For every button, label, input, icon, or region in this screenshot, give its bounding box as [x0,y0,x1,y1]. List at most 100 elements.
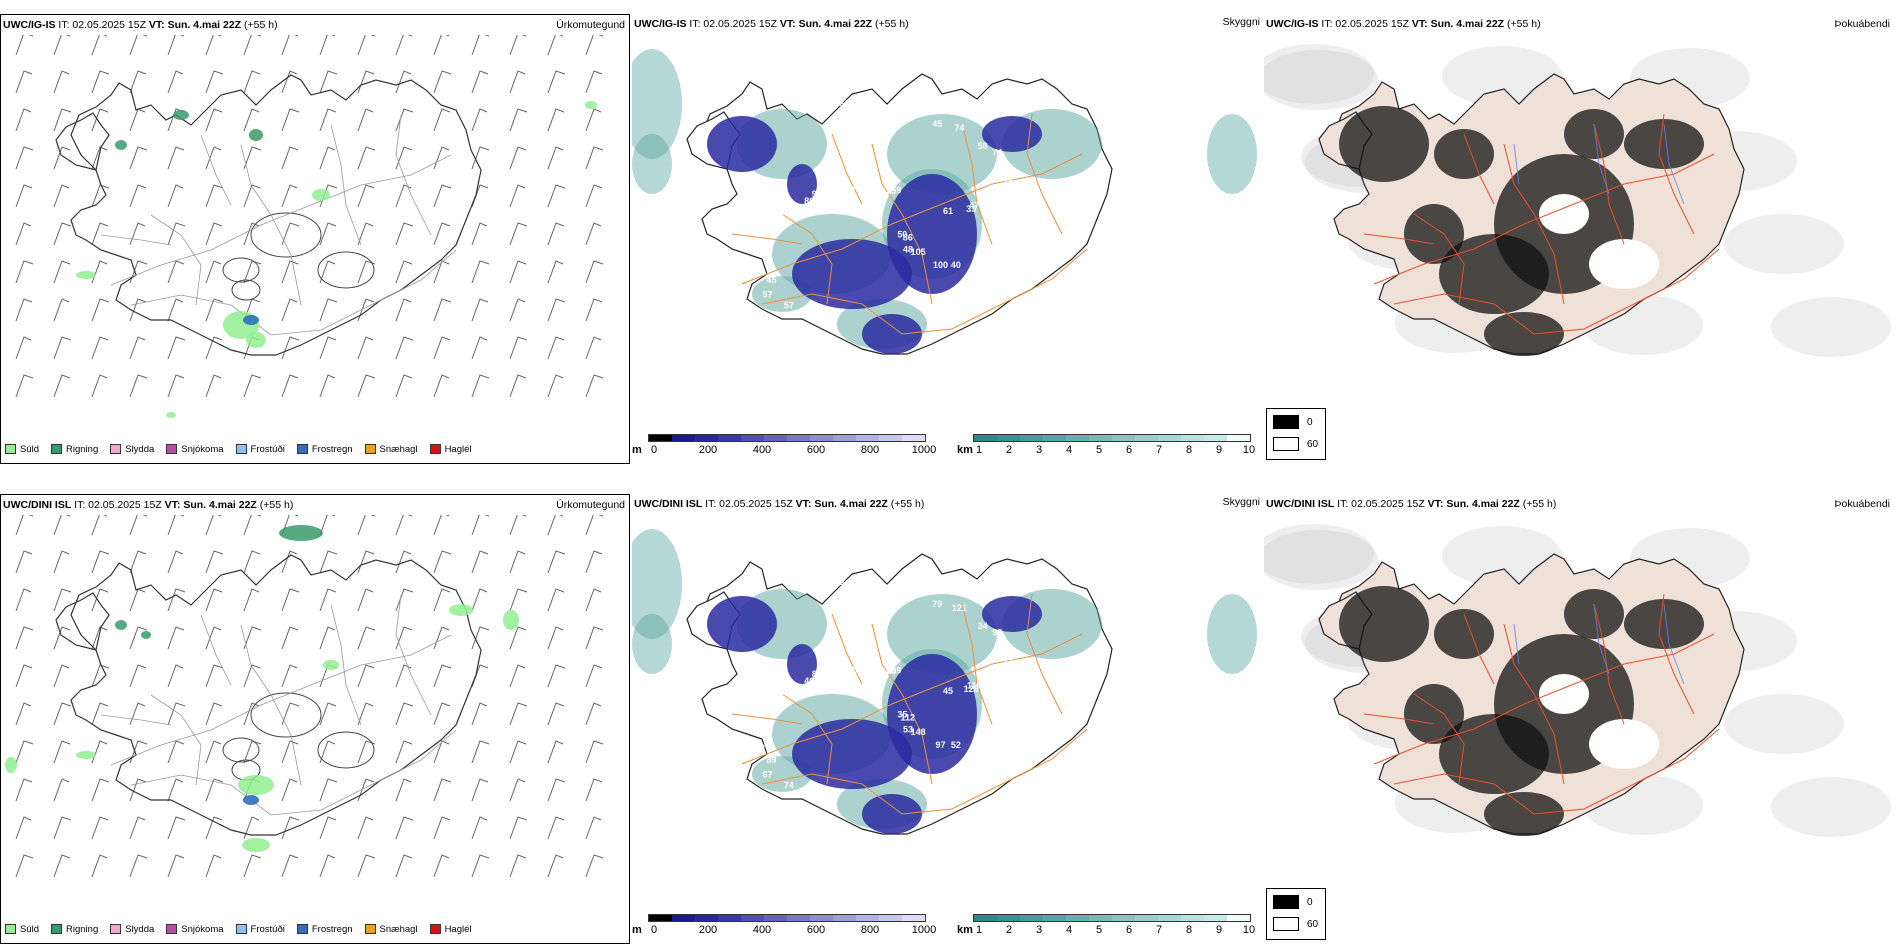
scale-segment [856,915,879,921]
scale-tick: 800 [860,444,880,456]
road-network [731,593,1088,815]
visibility-value: 92 [780,680,790,690]
scale-tick: 800 [860,924,880,936]
visibility-value: 82 [775,689,785,699]
road-network [1363,113,1720,335]
precip-map [1,515,629,915]
scale-unit: m [632,924,642,936]
panel-title: UWC/IG-IS IT: 02.05.2025 15Z VT: Sun. 4.… [3,19,278,31]
legend-item: Rigning [51,444,98,455]
fog-swatch-black [1273,415,1299,429]
scale-tick: 9 [1215,444,1223,456]
visibility-value: 60 [839,98,849,108]
fog-legend-row: 60 [1273,437,1318,451]
scale-segment [1020,915,1043,921]
scale-segment [1204,915,1227,921]
iceland-outline [55,554,482,836]
scale-tick: 4 [1065,444,1073,456]
field-shading [1539,194,1659,289]
visibility-value: 45 [766,275,776,285]
scale-tick: 5 [1095,924,1103,936]
scale-segment [1227,915,1250,921]
visibility-value: 86 [804,196,814,206]
visibility-value: 38 [1135,716,1145,726]
legend-swatch [5,444,16,454]
scale-tick: 7 [1155,444,1163,456]
wind-barbs [15,35,604,398]
scale-bar [973,434,1251,442]
scale-segment [1112,915,1135,921]
scale-tick: 1000 [911,444,937,456]
visibility-value: 192 [750,743,765,753]
glacier-outlines [222,212,375,301]
iceland-visibility-map: 45 89 79 61 46 54 112 65 68 37 34 52 105 116 74 84 47 82 6… [632,529,1257,835]
visibility-value: 84 [891,586,901,596]
scale-tick: 1 [975,924,983,936]
fog-legend: 0 60 [1266,888,1326,940]
visibility-value: 65 [754,228,764,238]
legend-item: Frostúði [235,924,285,935]
scale-segment [764,915,787,921]
visibility-value: 35 [966,204,976,214]
visibility-value: 105 [842,665,857,675]
scale-tick: 0 [650,924,658,936]
freezing-rain-area [243,315,259,325]
visibility-value: 169 [881,666,896,676]
scale-tick: 400 [752,444,772,456]
legend-label: Frostregn [311,443,353,455]
visibility-value: 45 [943,686,953,696]
visibility-value: 63 [987,747,997,757]
visibility-value: 67 [762,770,772,780]
fog-map [1264,514,1894,914]
scale-tick: 7 [1155,924,1163,936]
scale-segment [1112,435,1135,441]
scale-segment [1043,435,1066,441]
legend-item: Súld [5,924,39,935]
scale-tick: 8 [1185,444,1193,456]
scale-tick: 600 [806,444,826,456]
panel-type-label: Þokuábendi [1834,18,1890,30]
legend-label: Snjókoma [181,923,224,935]
scale-tick: 5 [1095,444,1103,456]
fog-legend-row: 0 [1273,415,1313,429]
scale-segment [856,435,879,441]
scale-segment [649,915,672,921]
field-shading [1539,674,1659,769]
field-shading [5,604,519,852]
legend-swatch [364,444,376,454]
vis-map: 61 45 45 70 86 59 86 62 65 69 58 40 38 47 57 52 88 47 40 10… [632,34,1262,434]
iceland-visibility-map: 6145457086598662656958403847575288474010… [632,49,1257,355]
field-shading [632,529,1257,674]
scale-tick: 1000 [911,924,937,936]
terrain-scale: m 0 200 400 600 800 1000 [632,914,936,940]
field-shading [707,596,1042,834]
scale-segment [902,435,925,441]
iceland-outline [55,74,482,356]
fog-legend: 0 60 [1266,408,1326,460]
visibility-value: 46 [839,578,849,588]
scale-segment [997,915,1020,921]
scale-tick: 2 [1005,924,1013,936]
scale-segment [1089,915,1112,921]
visibility-value: 50 [897,229,907,239]
scale-segment [672,915,695,921]
fog-legend-label: 0 [1307,896,1313,908]
precip-legend: Súld Rigning Slydda Snjókoma Frostúði Frostre… [5,921,472,937]
panel-type-label: Þokuábendi [1834,498,1890,510]
visibility-scale: km 1 2 3 4 5 6 7 8 9 10 [957,914,1257,940]
visibility-value: 100 [933,260,948,270]
legend-item: Slydda [110,444,154,455]
legend-item: Haglél [429,444,472,455]
visibility-value: 40 [996,167,1006,177]
legend-swatch [429,444,441,454]
scale-segment [902,915,925,921]
scale-tick: 3 [1035,444,1043,456]
visibility-value: 121 [952,603,967,613]
visibility-value: 62 [810,103,820,113]
scale-tick: 10 [1242,924,1256,936]
scale-segment [695,435,718,441]
visibility-value: 57 [784,301,794,311]
scale-segment [974,435,997,441]
fog-map [1264,34,1894,434]
panel-type-label: Úrkomutegund [556,499,625,511]
